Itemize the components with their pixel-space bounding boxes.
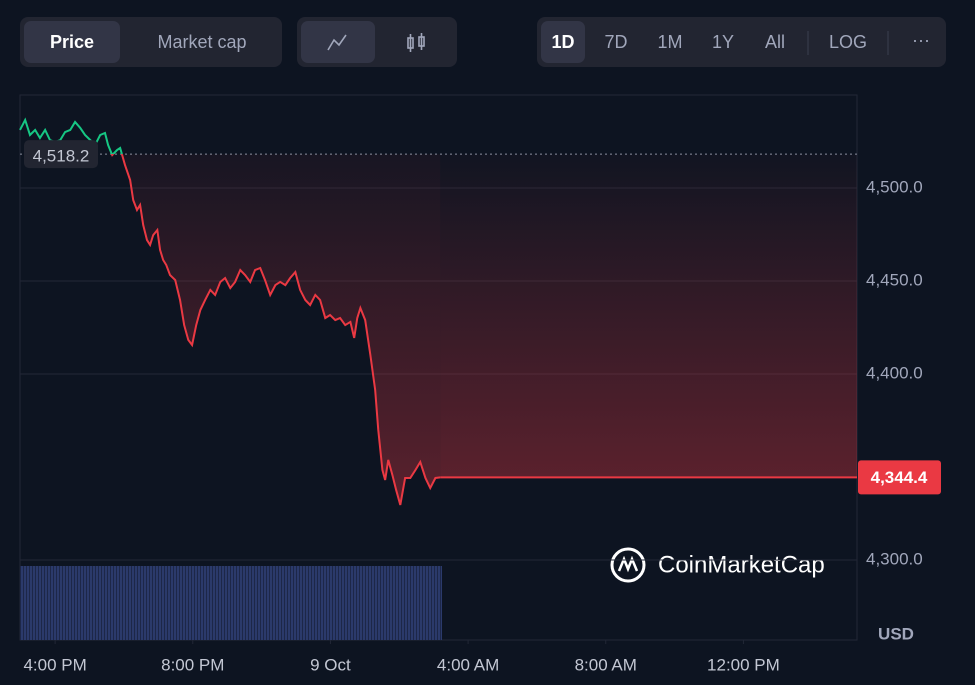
x-tick-label: 4:00 PM (23, 655, 86, 674)
last-price-badge (858, 460, 941, 495)
x-tick-label: 8:00 PM (161, 655, 224, 674)
x-tick-label: 4:00 AM (437, 655, 499, 674)
range-toggle (537, 17, 946, 67)
reference-badge (24, 140, 98, 169)
range-button[interactable]: 7D (604, 32, 627, 52)
y-tick-label: 4,400.0 (866, 363, 923, 382)
log-button[interactable]: LOG (829, 32, 867, 52)
selected-pill (24, 21, 120, 63)
range-button[interactable]: 1M (657, 32, 682, 52)
last-price-label: 4,344.4 (871, 468, 928, 487)
more-button[interactable]: ··· (912, 30, 930, 50)
line-icon (327, 34, 347, 51)
range-button[interactable]: 1D (551, 32, 574, 52)
price-area (111, 154, 441, 505)
last-price-area (440, 154, 857, 478)
market-cap-button[interactable]: Market cap (157, 32, 246, 52)
watermark-text: CoinMarketCap (658, 551, 825, 578)
y-tick-label: 4,500.0 (866, 177, 923, 196)
volume-bars (20, 566, 442, 640)
price-line-down (110, 154, 441, 506)
unit-label: USD (878, 624, 914, 643)
price-line-up (19, 117, 123, 155)
candle-icon[interactable] (407, 33, 425, 52)
range-button[interactable]: All (765, 32, 785, 52)
selected-pill (541, 21, 585, 63)
line-button[interactable] (301, 21, 375, 63)
watermark: CoinMarketCap (610, 547, 825, 583)
range-button[interactable]: 1Y (712, 32, 734, 52)
reference-label: 4,518.2 (33, 147, 90, 166)
price-button[interactable]: Price (50, 32, 94, 52)
y-tick-label: 4,450.0 (866, 270, 923, 289)
y-tick-label: 4,300.0 (866, 550, 923, 569)
x-tick-label: 12:00 PM (707, 655, 780, 674)
x-tick-label: 8:00 AM (575, 655, 637, 674)
x-tick-label: 9 Oct (310, 655, 351, 674)
